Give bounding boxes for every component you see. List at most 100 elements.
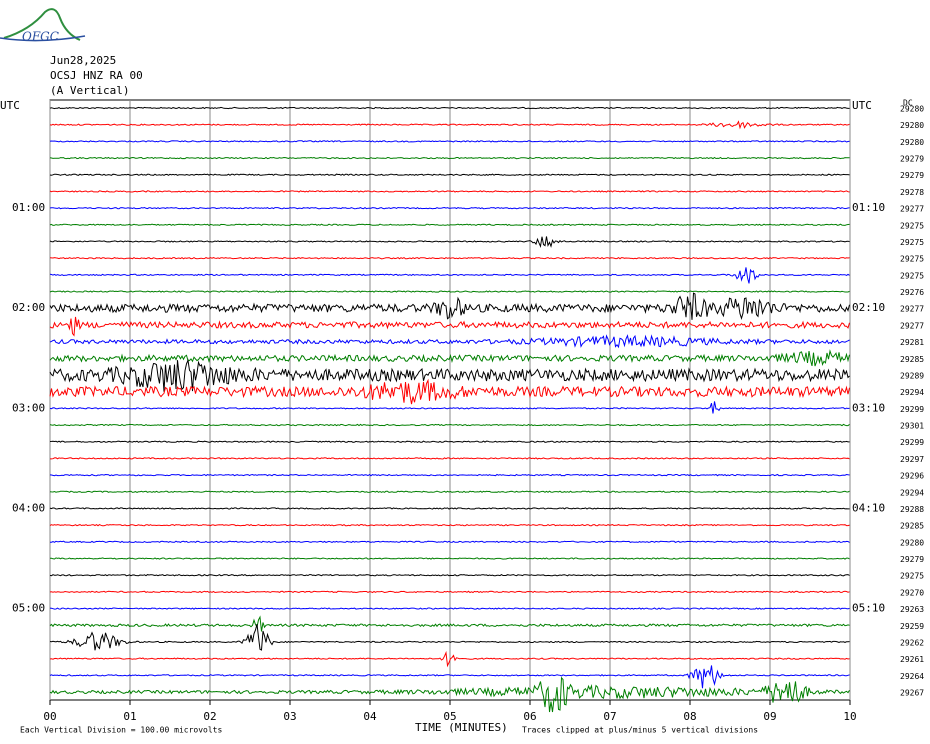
dc-value: 29297 — [900, 455, 924, 464]
trace — [49, 358, 850, 392]
trace — [49, 574, 850, 577]
trace — [49, 473, 850, 477]
trace — [49, 423, 850, 427]
trace — [49, 316, 850, 337]
left-time-label: 04:00 — [12, 501, 45, 514]
trace — [49, 650, 850, 668]
dc-value: 29263 — [900, 605, 924, 614]
left-time-label: 03:00 — [12, 401, 45, 414]
right-time-label: 05:10 — [852, 602, 885, 615]
trace — [49, 557, 850, 560]
x-tick-label: 09 — [763, 710, 776, 723]
trace — [49, 349, 850, 367]
x-tick-label: 00 — [43, 710, 56, 723]
dc-value: 29285 — [900, 522, 924, 531]
trace — [49, 256, 850, 260]
component: (A Vertical) — [50, 84, 129, 97]
trace — [49, 206, 850, 210]
dc-value: 29280 — [900, 121, 924, 130]
trace — [49, 290, 850, 293]
station: OCSJ HNZ RA 00 — [50, 69, 143, 82]
logo-text: OFGC — [22, 30, 59, 44]
x-tick-label: 04 — [363, 710, 377, 723]
dc-value: 29296 — [900, 472, 924, 481]
trace — [49, 523, 850, 527]
x-tick-label: 08 — [683, 710, 696, 723]
trace — [50, 457, 850, 460]
dc-value: 29275 — [900, 221, 924, 230]
traces — [49, 106, 850, 713]
trace — [49, 440, 850, 443]
x-tick-label: 01 — [123, 710, 136, 723]
logo-wave — [0, 35, 86, 42]
logo: OFGC — [0, 8, 86, 44]
x-tick-label: 02 — [203, 710, 216, 723]
trace — [49, 615, 850, 632]
trace — [49, 236, 850, 249]
dc-value: 29270 — [900, 588, 924, 597]
dc-value: 29279 — [900, 171, 924, 180]
trace — [49, 623, 850, 651]
dc-value: 29279 — [900, 555, 924, 564]
right-time-label: 03:10 — [852, 401, 885, 414]
trace — [49, 590, 850, 594]
x-tick-label: 03 — [283, 710, 296, 723]
left-time-label: UTC — [0, 99, 20, 112]
dc-value: 29275 — [900, 238, 924, 247]
logo-mark — [3, 8, 81, 41]
trace — [49, 665, 850, 689]
dc-value: 29277 — [900, 305, 924, 314]
x-tick-label: 10 — [843, 710, 856, 723]
trace — [49, 190, 850, 193]
dc-value: 29267 — [900, 689, 924, 698]
trace — [49, 401, 850, 414]
right-time-label: 01:10 — [852, 201, 885, 214]
dc-label: DC — [903, 99, 913, 108]
dc-value: 29277 — [900, 205, 924, 214]
trace — [49, 490, 850, 493]
dc-value: 29288 — [900, 505, 924, 514]
trace — [49, 106, 850, 110]
trace — [49, 507, 850, 510]
x-tick-label: 05 — [443, 710, 456, 723]
trace — [49, 292, 850, 320]
dc-value: 29281 — [900, 338, 924, 347]
dc-value: 29278 — [900, 188, 924, 197]
trace — [49, 173, 850, 176]
dc-value: 29259 — [900, 622, 924, 631]
trace — [49, 267, 850, 284]
trace — [49, 676, 850, 713]
trace — [49, 140, 850, 143]
dc-value: 29279 — [900, 155, 924, 164]
dc-value: 29280 — [900, 138, 924, 147]
left-time-label: 02:00 — [12, 301, 45, 314]
left-time-label: 05:00 — [12, 602, 45, 615]
trace — [49, 334, 850, 349]
dc-value: 29264 — [900, 672, 924, 681]
x-tick-label: 07 — [603, 710, 616, 723]
left-time-label: 01:00 — [12, 201, 45, 214]
trace — [49, 223, 850, 227]
dc-value: 29280 — [900, 105, 924, 114]
dc-value: 29289 — [900, 371, 924, 380]
dc-value: 29301 — [900, 422, 924, 431]
dc-value: 29280 — [900, 538, 924, 547]
dc-value: 29275 — [900, 572, 924, 581]
scale-note: Each Vertical Division = 100.00 microvol… — [20, 726, 222, 735]
trace — [49, 540, 850, 543]
dc-value: 29285 — [900, 355, 924, 364]
dc-value: 29299 — [900, 405, 924, 414]
right-time-label: 02:10 — [852, 301, 885, 314]
dc-value: 29262 — [900, 638, 924, 647]
right-time-label: UTC — [852, 99, 872, 112]
dc-value: 29276 — [900, 288, 924, 297]
dc-value: 29294 — [900, 488, 924, 497]
trace — [49, 120, 850, 130]
x-axis-title: TIME (MINUTES) — [415, 721, 508, 734]
dc-value: 29261 — [900, 655, 924, 664]
clip-note: Traces clipped at plus/minus 5 vertical … — [522, 726, 758, 735]
dc-value: 29299 — [900, 438, 924, 447]
trace — [49, 607, 850, 610]
date: Jun28,2025 — [50, 54, 116, 67]
